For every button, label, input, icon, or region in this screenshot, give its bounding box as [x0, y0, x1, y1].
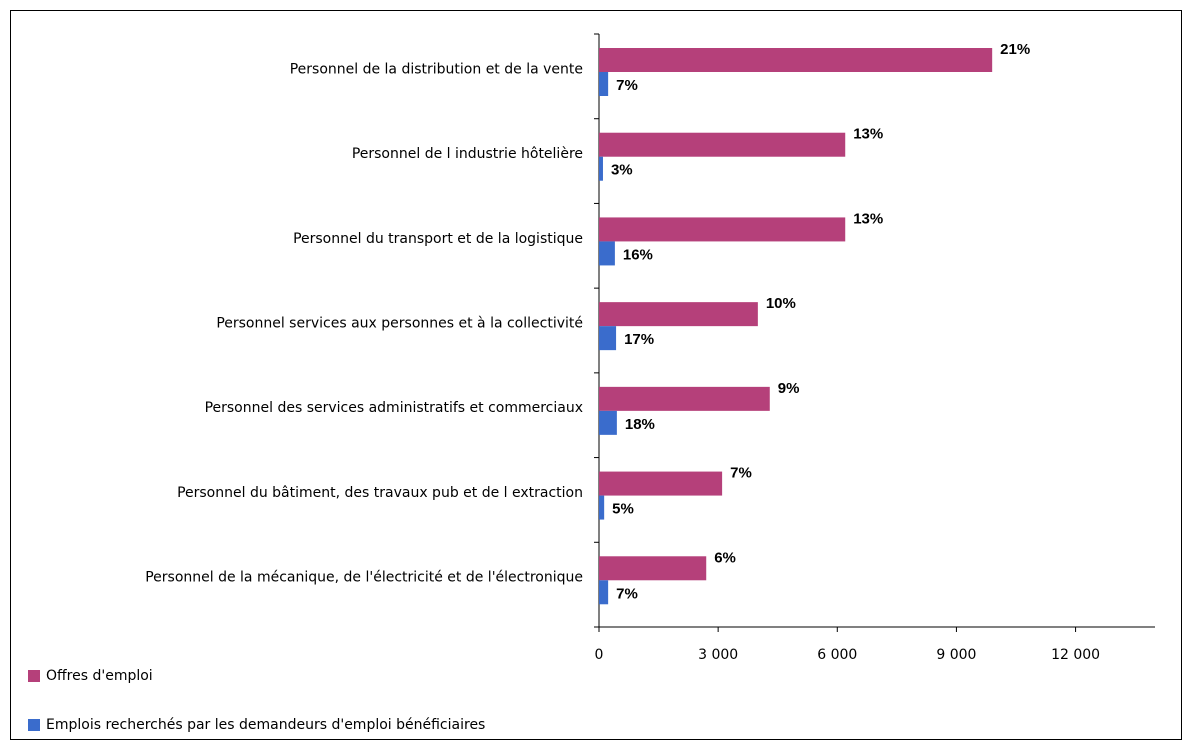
data-label: 17%: [624, 331, 654, 348]
bar: [599, 156, 603, 181]
bar: [599, 556, 707, 581]
data-label: 5%: [612, 501, 634, 518]
x-tick-label: 3 000: [698, 647, 738, 663]
legend-label: Offres d'emploi: [46, 668, 153, 684]
bar: [599, 48, 993, 72]
bar: [599, 386, 770, 411]
category-label: Personnel du bâtiment, des travaux pub e…: [177, 485, 583, 501]
bar: [599, 72, 609, 96]
data-label: 6%: [714, 549, 736, 566]
data-label: 18%: [625, 416, 655, 433]
data-label: 21%: [1000, 41, 1030, 58]
legend-swatch: [28, 670, 40, 682]
legend-swatch: [28, 719, 40, 731]
x-tick-label: 6 000: [817, 647, 857, 663]
x-tick-label: 0: [595, 647, 604, 663]
x-tick-label: 9 000: [936, 647, 976, 663]
category-label: Personnel de l industrie hôtelière: [352, 146, 583, 162]
legend-label: Emplois recherchés par les demandeurs d'…: [46, 717, 485, 733]
data-label: 16%: [623, 246, 653, 263]
bar: [599, 241, 615, 266]
bar: [599, 302, 758, 327]
category-label: Personnel de la mécanique, de l'électric…: [145, 570, 583, 586]
bar: [599, 217, 846, 242]
data-label: 3%: [611, 162, 633, 179]
bar: [599, 580, 609, 605]
bar: [599, 326, 617, 351]
category-label: Personnel services aux personnes et à la…: [216, 316, 583, 332]
data-label: 9%: [778, 380, 800, 397]
category-label: Personnel du transport et de la logistiq…: [293, 231, 583, 247]
data-label: 13%: [853, 126, 883, 143]
bar: [599, 410, 617, 435]
data-label: 10%: [766, 295, 796, 312]
data-label: 13%: [853, 210, 883, 227]
data-label: 7%: [616, 585, 638, 602]
category-label: Personnel des services administratifs et…: [205, 400, 583, 416]
bar: [599, 132, 846, 157]
data-label: 7%: [730, 465, 752, 482]
x-tick-label: 12 000: [1051, 647, 1100, 663]
bar: [599, 495, 605, 520]
category-label: Personnel de la distribution et de la ve…: [290, 61, 583, 77]
bar: [599, 471, 723, 496]
data-label: 7%: [616, 77, 638, 94]
chart-border: [10, 10, 1182, 740]
